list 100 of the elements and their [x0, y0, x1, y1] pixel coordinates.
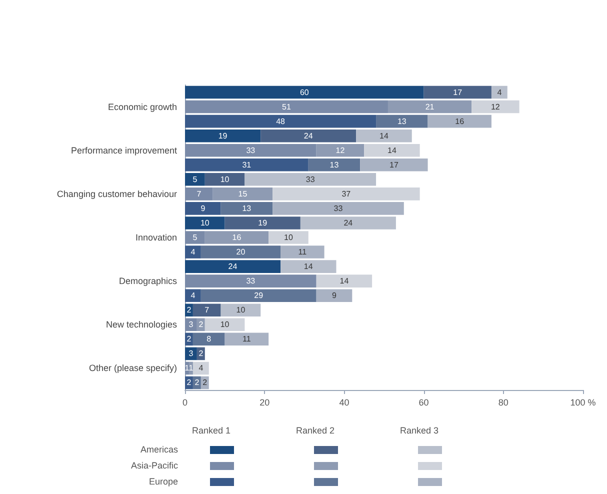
y-tick-label: Changing customer behaviour [56, 188, 177, 199]
text: Ranked 3 [400, 426, 439, 436]
bar [204, 173, 245, 186]
bar [185, 158, 308, 172]
x-tick-label: 100 % [570, 398, 596, 408]
data-label: 1 [188, 364, 194, 373]
data-label: 3 [188, 320, 194, 330]
y-tick-label: Demographics [118, 276, 178, 286]
text: Europe [148, 476, 178, 486]
data-label: 2 [186, 334, 192, 344]
bar [185, 114, 376, 128]
bar [260, 129, 356, 142]
data-label: 2 [186, 306, 192, 315]
bar [316, 274, 372, 288]
data-label: 2 [198, 349, 204, 358]
data-label: 13 [397, 116, 407, 126]
data-label: 37 [342, 189, 352, 198]
data-label: 19 [218, 131, 228, 140]
data-label: 2 [202, 378, 208, 388]
bar [185, 188, 213, 200]
bar [280, 260, 336, 273]
data-label: 4 [190, 248, 196, 257]
bar [192, 362, 209, 375]
text: Americas [140, 444, 178, 454]
data-label: 2 [194, 378, 200, 388]
bar [185, 202, 221, 215]
data-label: 5 [192, 174, 198, 184]
data-label: 12 [490, 102, 500, 112]
data-label: 24 [228, 262, 238, 272]
data-label: 4 [198, 364, 204, 373]
data-label: 19 [258, 218, 268, 228]
bar [185, 246, 201, 258]
data-label: 11 [298, 248, 308, 257]
data-label: 8 [206, 334, 212, 344]
y-tick-label: Innovation [135, 232, 177, 242]
bar [220, 304, 261, 317]
bar [308, 158, 360, 172]
bar [185, 129, 261, 142]
data-label: 4 [497, 88, 502, 97]
bar [200, 246, 281, 258]
bar [185, 260, 281, 273]
bar [360, 158, 428, 172]
data-label: 7 [204, 306, 210, 315]
bar [185, 231, 205, 244]
data-label: 14 [380, 131, 389, 140]
bar [280, 246, 324, 258]
data-label: 51 [282, 102, 292, 112]
data-label: 33 [246, 146, 256, 155]
data-label: 10 [220, 320, 230, 330]
data-label: 24 [344, 218, 354, 228]
data-label: 20 [236, 248, 246, 257]
y-tick-label: New technologies [106, 320, 178, 330]
bar [185, 216, 225, 230]
data-label: 2 [186, 378, 192, 388]
data-label: 16 [232, 233, 242, 242]
bar [224, 332, 269, 346]
bar [316, 289, 352, 302]
data-label: 9 [200, 204, 206, 213]
data-label: 33 [334, 204, 344, 213]
data-label: 7 [196, 189, 202, 198]
y-tick-label: Performance improvement [70, 145, 178, 156]
bar [364, 144, 420, 157]
bar [224, 216, 300, 230]
data-label: 2 [198, 320, 204, 330]
data-label: 3 [188, 349, 194, 358]
bar [491, 86, 508, 99]
data-label: 1 [184, 364, 190, 373]
data-label: 33 [246, 276, 256, 286]
data-label: 10 [236, 306, 246, 315]
data-label: 33 [306, 174, 316, 184]
bar [428, 114, 492, 128]
data-label: 11 [242, 334, 252, 344]
bar [185, 100, 388, 114]
data-label: 29 [254, 291, 264, 300]
data-label: 17 [389, 160, 399, 170]
data-label: 5 [192, 233, 198, 242]
bar [272, 188, 420, 200]
x-tick-label: 80 [498, 398, 508, 408]
bar [268, 231, 308, 244]
data-label: 31 [242, 160, 252, 170]
data-label: 21 [425, 102, 435, 112]
data-label: 10 [220, 174, 230, 184]
bar [200, 289, 316, 302]
bar [388, 100, 472, 114]
bar [356, 129, 412, 142]
bar [244, 173, 376, 186]
data-label: 14 [340, 276, 350, 286]
data-label: 14 [304, 262, 314, 272]
data-label: 12 [336, 146, 346, 155]
data-label: 17 [453, 88, 463, 97]
data-label: 10 [284, 233, 294, 242]
x-tick-label: 20 [260, 398, 270, 408]
x-tick-label: 60 [418, 398, 429, 408]
x-tick-label: 0 [182, 398, 188, 408]
bar [300, 216, 396, 230]
bar [185, 274, 316, 288]
bar [220, 202, 273, 215]
text: Ranked 2 [296, 426, 335, 436]
data-label: 4 [190, 291, 196, 300]
data-label: 15 [238, 189, 248, 198]
